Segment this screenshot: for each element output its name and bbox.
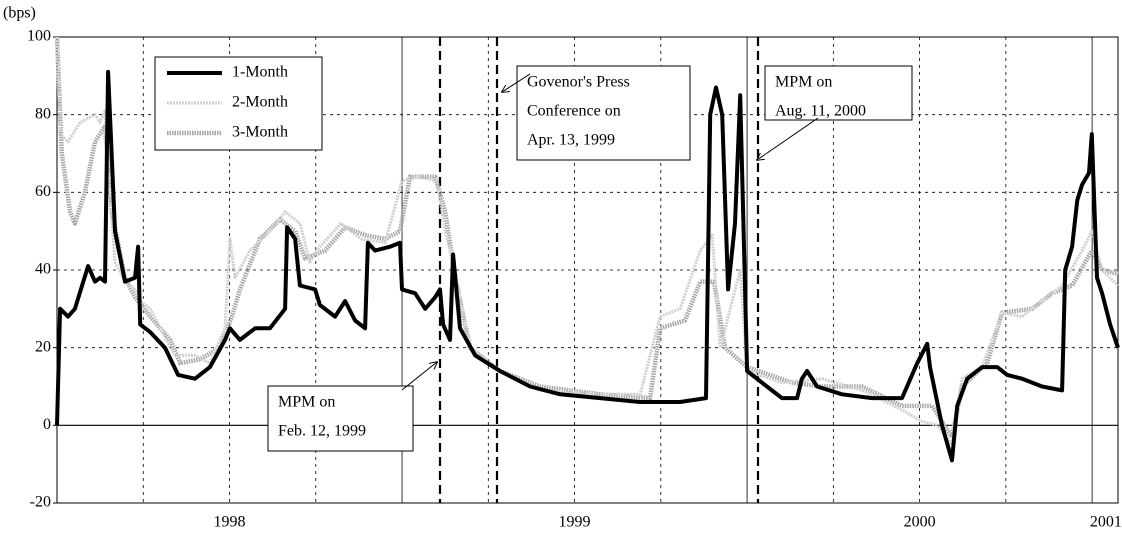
x-tick-label: 2001 — [1090, 514, 1122, 531]
y-tick-label: 60 — [35, 183, 51, 200]
x-tick-label: 2000 — [904, 514, 936, 531]
annotation-box — [764, 65, 913, 121]
legend-label: 1-Month — [232, 64, 288, 81]
annotation-box — [516, 65, 691, 161]
annotation-arrow — [502, 73, 531, 92]
annotation-arrow — [401, 362, 437, 391]
series-line — [55, 69, 1120, 463]
plot-frame — [56, 36, 1119, 504]
x-tick-label: 1998 — [214, 514, 246, 531]
x-tick-label: 1999 — [559, 514, 591, 531]
annotation-text: MPM on — [775, 74, 832, 91]
y-tick-label: 100 — [27, 28, 51, 45]
annotation-box — [267, 385, 414, 452]
annotation-text: Govenor's Press — [527, 74, 630, 91]
legend-label: 3-Month — [232, 124, 288, 141]
y-tick-label: 40 — [35, 261, 51, 278]
y-axis-label: (bps) — [3, 5, 36, 22]
y-tick-label: 80 — [35, 105, 51, 122]
annotation-text: Conference on — [527, 103, 621, 120]
y-tick-label: 20 — [35, 338, 51, 355]
annotation-text: MPM on — [278, 394, 335, 411]
annotation-text: Feb. 12, 1999 — [278, 423, 366, 440]
y-tick-label: 0 — [43, 416, 51, 433]
legend-label: 2-Month — [232, 94, 288, 111]
annotation-text: Aug. 11, 2000 — [775, 103, 866, 120]
y-tick-label: -20 — [30, 494, 51, 511]
annotation-text: Apr. 13, 1999 — [527, 132, 615, 149]
annotation-arrow — [757, 117, 819, 160]
